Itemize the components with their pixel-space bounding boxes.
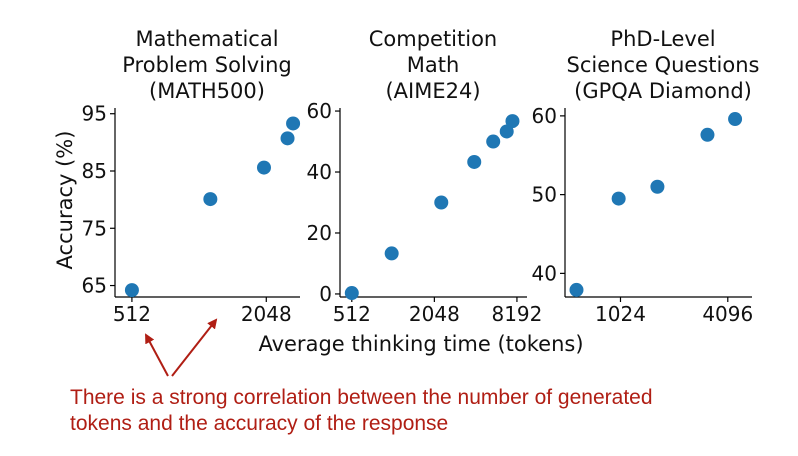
y-tick-label-aime24: 40: [307, 160, 332, 184]
title-aime24-line-2: Math: [407, 53, 460, 77]
y-tick-label-gpqa: 40: [532, 261, 557, 285]
y-tick-label-gpqa: 50: [532, 183, 557, 207]
title-math500-line-3: (MATH500): [149, 79, 265, 103]
y-tick-label-math500: 85: [82, 159, 107, 183]
title-aime24-line-1: Competition: [369, 27, 498, 51]
data-point-gpqa: [700, 127, 715, 142]
title-math500-line-2: Problem Solving: [122, 53, 291, 77]
annotation-line-1: There is a strong correlation between th…: [70, 386, 653, 409]
data-point-gpqa: [611, 191, 626, 206]
y-tick-label-aime24: 60: [307, 99, 332, 123]
title-gpqa-line-3: (GPQA Diamond): [574, 79, 752, 103]
data-point-aime24: [384, 246, 399, 261]
x-tick-label-gpqa: 4096: [702, 302, 753, 326]
data-point-math500: [124, 283, 139, 298]
x-tick-label-aime24: 8192: [491, 302, 542, 326]
annotation-arrow-right: [171, 318, 218, 377]
x-tick-label-gpqa: 1024: [595, 302, 646, 326]
data-point-aime24: [344, 286, 359, 301]
annotation-arrow-left: [145, 333, 169, 377]
title-gpqa-line-1: PhD-Level: [610, 27, 715, 51]
data-point-math500: [286, 116, 301, 131]
data-point-math500: [280, 131, 295, 146]
shared-x-axis-label: Average thinking time (tokens): [258, 332, 583, 356]
shared-y-axis-label: Accuracy (%): [53, 131, 77, 270]
title-math500-line-1: Mathematical: [135, 27, 278, 51]
y-tick-label-aime24: 0: [319, 282, 332, 306]
y-tick-label-gpqa: 60: [532, 104, 557, 128]
title-gpqa-line-2: Science Questions: [567, 53, 760, 77]
data-point-math500: [256, 160, 271, 175]
data-point-aime24: [505, 114, 520, 129]
y-tick-label-aime24: 20: [307, 221, 332, 245]
data-point-gpqa: [650, 179, 665, 194]
data-point-aime24: [434, 195, 449, 210]
data-point-aime24: [499, 124, 514, 139]
annotation-line-2: tokens and the accuracy of the response: [70, 412, 448, 435]
x-tick-label-aime24: 512: [333, 302, 371, 326]
title-aime24-line-3: (AIME24): [385, 79, 480, 103]
data-point-gpqa: [569, 282, 584, 297]
y-tick-label-math500: 75: [82, 216, 107, 240]
data-point-aime24: [467, 154, 482, 169]
y-tick-label-math500: 65: [82, 274, 107, 298]
x-tick-label-math500: 2048: [241, 302, 292, 326]
data-point-math500: [203, 192, 218, 207]
data-point-gpqa: [728, 112, 743, 127]
y-tick-label-math500: 95: [82, 102, 107, 126]
x-tick-label-aime24: 2048: [409, 302, 460, 326]
x-tick-label-math500: 512: [113, 302, 151, 326]
data-point-aime24: [486, 134, 501, 149]
